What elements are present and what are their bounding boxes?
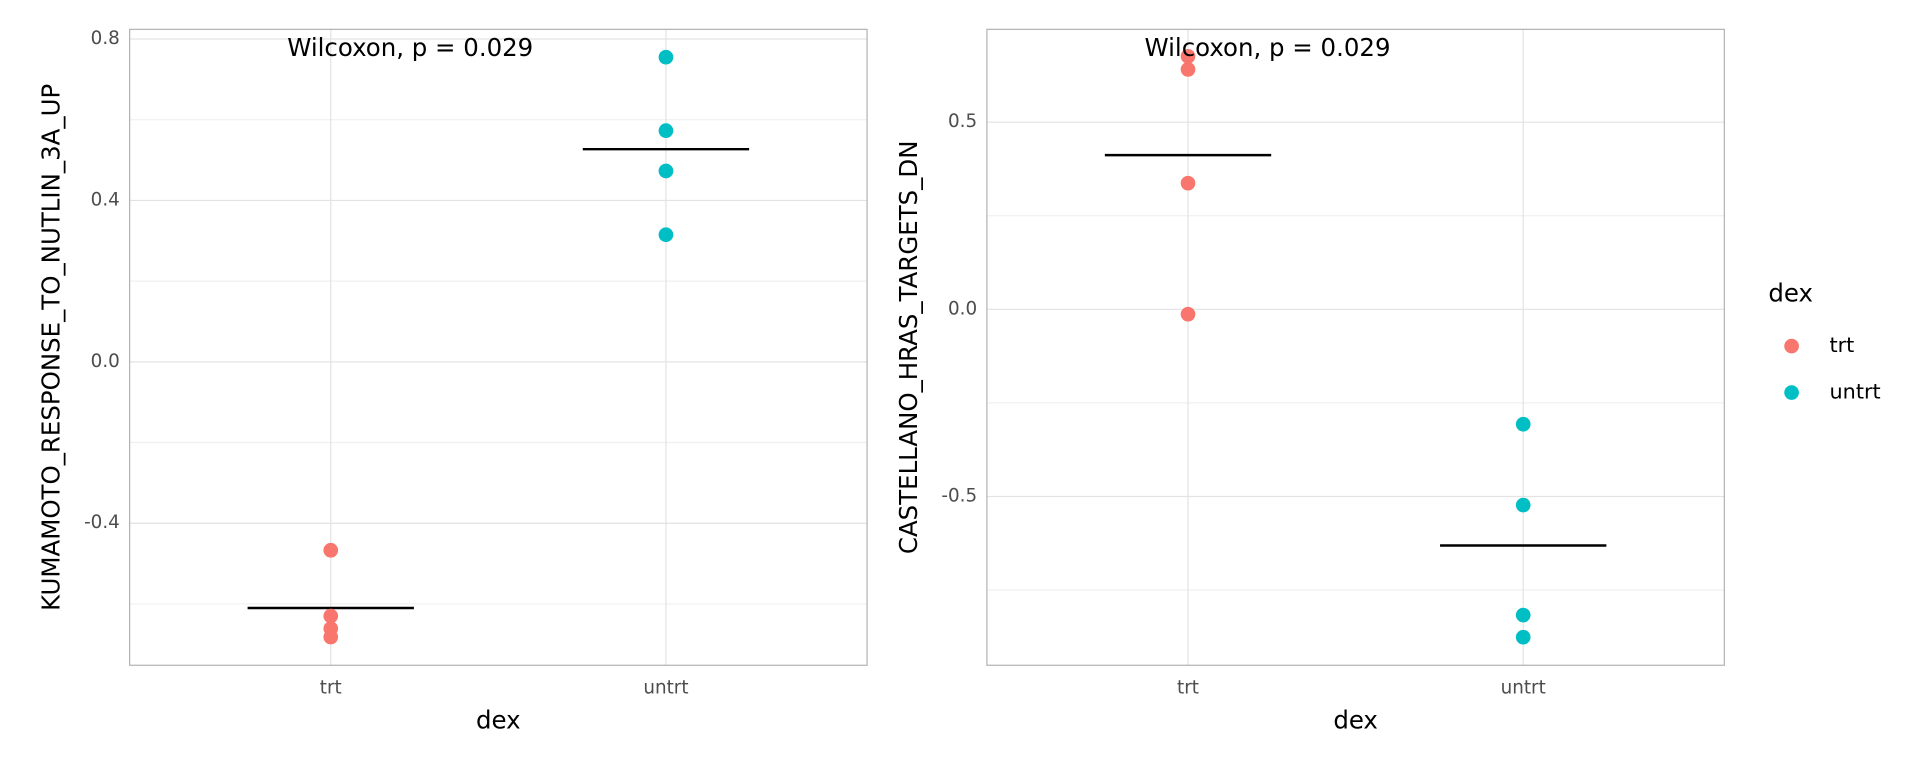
point — [1180, 175, 1196, 191]
y-tick-label: 0.0 — [91, 351, 120, 372]
point — [323, 608, 339, 624]
legend-swatch — [1784, 338, 1799, 354]
point — [658, 163, 674, 179]
point — [323, 542, 339, 558]
point — [1180, 306, 1196, 322]
y-tick-label: 0.0 — [948, 298, 977, 319]
panel-border — [129, 28, 868, 666]
x-tick-label: trt — [320, 678, 342, 699]
legend-label: untrt — [1830, 380, 1881, 404]
x-tick-label: trt — [1177, 678, 1199, 699]
y-tick-label: -0.5 — [941, 485, 977, 506]
x-tick-label: untrt — [1501, 678, 1546, 699]
legend-swatch — [1784, 385, 1799, 400]
y-tick-label: 0.4 — [91, 189, 120, 210]
annotation: Wilcoxon, p = 0.029 — [1145, 33, 1391, 62]
point — [658, 49, 674, 65]
point — [323, 629, 339, 645]
point — [658, 123, 674, 138]
y-axis-title: KUMAMOTO_RESPONSE_TO_NUTLIN_3A_UP — [37, 84, 66, 611]
legend-title: dex — [1768, 279, 1813, 308]
point — [1515, 416, 1531, 432]
annotation: Wilcoxon, p = 0.029 — [287, 33, 533, 62]
y-tick-label: 0.8 — [91, 28, 120, 49]
point — [1180, 62, 1196, 77]
point — [1515, 607, 1531, 623]
legend-label: trt — [1830, 333, 1855, 357]
y-tick-label: 0.5 — [948, 111, 977, 132]
panel-border — [986, 28, 1725, 666]
point — [658, 227, 674, 243]
x-axis-title: dex — [476, 706, 521, 735]
y-axis-title: CASTELLANO_HRAS_TARGETS_DN — [894, 141, 923, 555]
point — [1180, 48, 1196, 64]
point — [1515, 629, 1531, 645]
x-axis-title: dex — [1333, 706, 1378, 735]
point — [1515, 497, 1531, 513]
x-tick-label: untrt — [643, 678, 688, 699]
y-tick-label: -0.4 — [84, 512, 120, 533]
